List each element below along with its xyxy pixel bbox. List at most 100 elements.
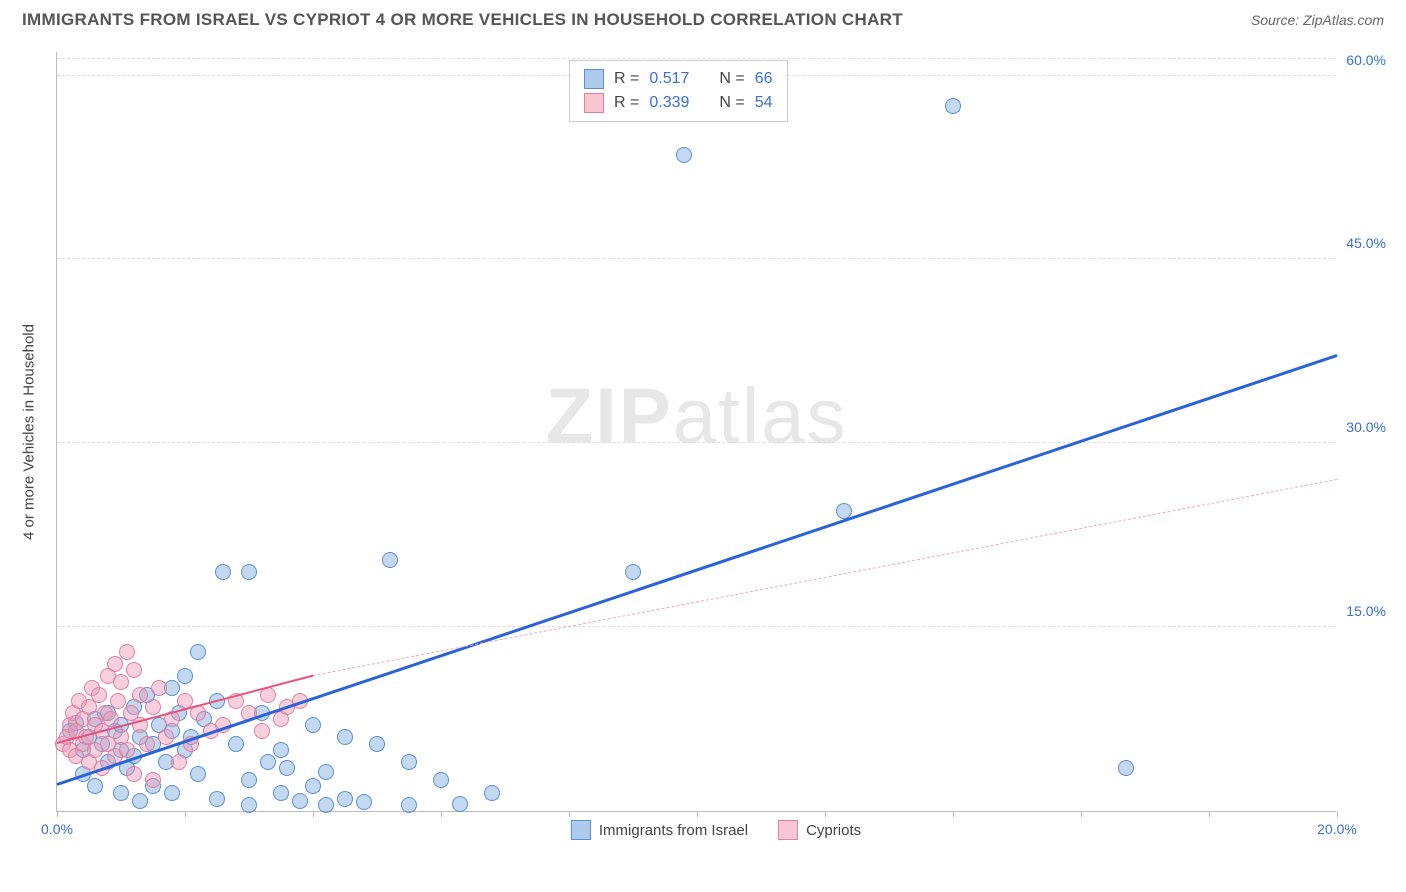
watermark: ZIPatlas: [545, 371, 847, 462]
regression-line: [313, 479, 1337, 676]
legend-r-value: 0.339: [649, 94, 689, 112]
data-point-israel: [273, 785, 289, 801]
watermark-atlas: atlas: [673, 372, 848, 460]
chart-container: ZIPatlas 4 or more Vehicles in Household…: [48, 52, 1384, 842]
x-tick: [185, 811, 186, 817]
legend-n-value: 66: [755, 70, 773, 88]
legend-swatch: [584, 93, 604, 113]
legend-item: Cypriots: [778, 820, 861, 840]
data-point-israel: [369, 736, 385, 752]
chart-title: IMMIGRANTS FROM ISRAEL VS CYPRIOT 4 OR M…: [22, 10, 903, 30]
data-point-israel: [433, 772, 449, 788]
legend-r-label: R =: [614, 94, 639, 112]
legend-swatch: [778, 820, 798, 840]
data-point-israel: [382, 552, 398, 568]
data-point-cypriots: [91, 687, 107, 703]
data-point-israel: [676, 147, 692, 163]
gridline: [57, 258, 1336, 259]
data-point-israel: [279, 760, 295, 776]
plot-area: ZIPatlas 4 or more Vehicles in Household…: [56, 52, 1336, 812]
bottom-legend: Immigrants from Israel Cypriots: [571, 820, 861, 840]
data-point-israel: [113, 785, 129, 801]
y-tick-label: 45.0%: [1346, 235, 1386, 251]
data-point-israel: [337, 729, 353, 745]
data-point-cypriots: [119, 742, 135, 758]
data-point-israel: [209, 791, 225, 807]
data-point-israel: [401, 797, 417, 813]
data-point-israel: [132, 793, 148, 809]
data-point-cypriots: [119, 644, 135, 660]
gridline: [57, 442, 1336, 443]
legend-row: R = 0.339 N = 54: [584, 91, 773, 115]
x-tick-label: 0.0%: [41, 821, 73, 837]
data-point-israel: [164, 785, 180, 801]
data-point-israel: [190, 766, 206, 782]
x-tick: [313, 811, 314, 817]
legend-item: Immigrants from Israel: [571, 820, 748, 840]
data-point-israel: [190, 644, 206, 660]
legend-n-label: N =: [719, 70, 744, 88]
stats-legend: R = 0.517 N = 66 R = 0.339 N = 54: [569, 60, 788, 122]
data-point-israel: [305, 778, 321, 794]
data-point-israel: [273, 742, 289, 758]
x-tick: [57, 811, 58, 817]
data-point-israel: [241, 564, 257, 580]
x-tick: [953, 811, 954, 817]
y-axis-label: 4 or more Vehicles in Household: [21, 324, 38, 540]
data-point-cypriots: [126, 766, 142, 782]
legend-label: Immigrants from Israel: [599, 822, 748, 839]
data-point-cypriots: [132, 687, 148, 703]
legend-swatch: [584, 69, 604, 89]
data-point-cypriots: [151, 680, 167, 696]
data-point-israel: [215, 564, 231, 580]
y-tick-label: 60.0%: [1346, 52, 1386, 68]
data-point-israel: [318, 797, 334, 813]
data-point-israel: [292, 793, 308, 809]
data-point-cypriots: [158, 729, 174, 745]
data-point-israel: [1118, 760, 1134, 776]
data-point-cypriots: [107, 656, 123, 672]
data-point-cypriots: [139, 736, 155, 752]
y-tick-label: 30.0%: [1346, 419, 1386, 435]
data-point-israel: [318, 764, 334, 780]
legend-row: R =0.517N =66: [584, 67, 773, 91]
data-point-cypriots: [103, 711, 119, 727]
source-link[interactable]: ZipAtlas.com: [1303, 12, 1384, 28]
x-tick: [1209, 811, 1210, 817]
data-point-cypriots: [145, 772, 161, 788]
data-point-israel: [401, 754, 417, 770]
legend-label: Cypriots: [806, 822, 861, 839]
y-tick-label: 15.0%: [1346, 603, 1386, 619]
data-point-cypriots: [254, 723, 270, 739]
data-point-israel: [87, 778, 103, 794]
x-tick: [1081, 811, 1082, 817]
data-point-israel: [241, 772, 257, 788]
x-tick: [1337, 811, 1338, 817]
watermark-zip: ZIP: [545, 372, 672, 460]
data-point-cypriots: [110, 693, 126, 709]
data-point-israel: [228, 736, 244, 752]
x-tick: [697, 811, 698, 817]
gridline: [57, 626, 1336, 627]
data-point-israel: [337, 791, 353, 807]
data-point-israel: [452, 796, 468, 812]
legend-n-value: 54: [755, 94, 773, 112]
data-point-cypriots: [126, 662, 142, 678]
x-tick: [825, 811, 826, 817]
x-tick: [441, 811, 442, 817]
data-point-cypriots: [145, 699, 161, 715]
x-tick-label: 20.0%: [1317, 821, 1357, 837]
legend-swatch: [571, 820, 591, 840]
data-point-israel: [945, 98, 961, 114]
x-tick: [569, 811, 570, 817]
data-point-cypriots: [113, 674, 129, 690]
data-point-israel: [625, 564, 641, 580]
source-prefix: Source:: [1251, 12, 1303, 28]
source-label: Source: ZipAtlas.com: [1251, 12, 1384, 28]
gridline: [57, 58, 1336, 59]
data-point-cypriots: [171, 754, 187, 770]
legend-n-label: N =: [719, 94, 744, 112]
legend-r-value: 0.517: [649, 70, 689, 88]
data-point-israel: [484, 785, 500, 801]
data-point-israel: [305, 717, 321, 733]
